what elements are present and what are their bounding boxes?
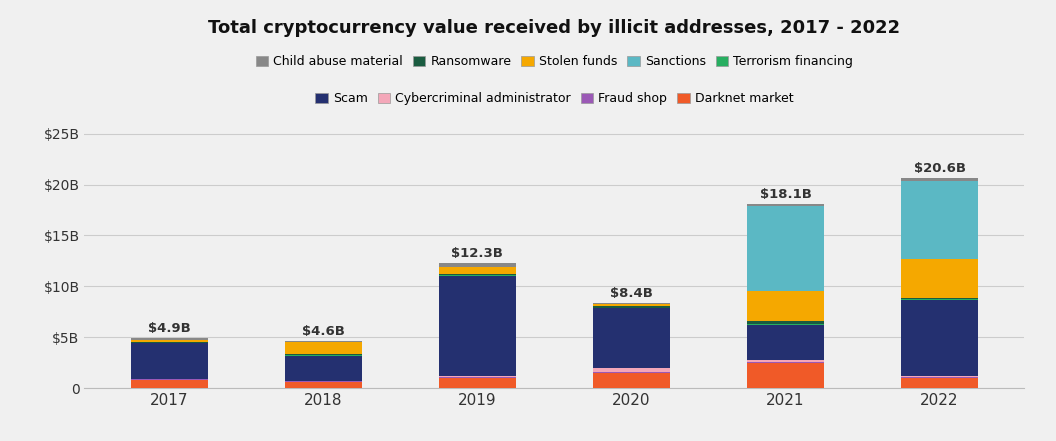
Bar [592,368,670,372]
Text: $18.1B: $18.1B [759,188,811,201]
Title: Total cryptocurrency value received by illicit addresses, 2017 - 2022: Total cryptocurrency value received by i… [208,19,901,37]
Bar [285,355,362,381]
Bar [901,378,978,388]
Legend: Scam, Cybercriminal administrator, Fraud shop, Darknet market: Scam, Cybercriminal administrator, Fraud… [310,87,798,110]
Bar [747,324,824,325]
Bar [901,298,978,299]
Bar [592,372,670,373]
Text: $4.6B: $4.6B [302,325,344,338]
Bar [439,378,516,388]
Bar [131,340,208,342]
Bar [439,263,516,268]
Bar [747,360,824,362]
Bar [285,341,362,342]
Bar [439,377,516,378]
Bar [592,303,670,304]
Bar [747,291,824,321]
Bar [901,259,978,298]
Bar [747,206,824,291]
Bar [131,379,208,380]
Bar [439,268,516,273]
Bar [439,275,516,276]
Bar [901,377,978,378]
Bar [131,342,208,343]
Bar [285,381,362,382]
Bar [747,204,824,206]
Bar [131,380,208,388]
Bar [131,338,208,340]
Text: $4.9B: $4.9B [148,322,190,335]
Bar [901,179,978,181]
Bar [901,181,978,259]
Bar [285,382,362,388]
Bar [439,276,516,376]
Bar [439,376,516,377]
Bar [592,308,670,368]
Text: $20.6B: $20.6B [913,162,965,176]
Bar [592,304,670,306]
Bar [747,325,824,360]
Bar [901,376,978,377]
Bar [747,363,824,388]
Bar [285,342,362,355]
Bar [901,299,978,376]
Bar [747,321,824,324]
Bar [592,373,670,388]
Bar [592,306,670,308]
Bar [439,273,516,275]
Bar [747,362,824,363]
Bar [131,343,208,379]
Text: $12.3B: $12.3B [451,247,504,260]
Text: $8.4B: $8.4B [610,287,653,299]
